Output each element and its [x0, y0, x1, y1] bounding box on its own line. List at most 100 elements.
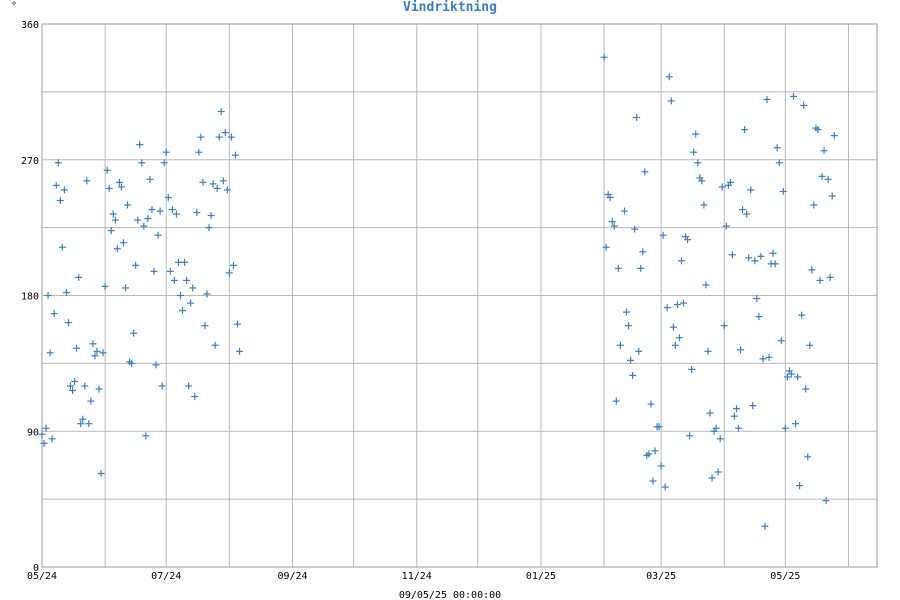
data-point [205, 224, 213, 232]
x-tick-label: 05/25 [770, 571, 800, 582]
data-point [663, 304, 671, 312]
data-point [804, 453, 812, 461]
data-point [56, 196, 64, 204]
data-point [85, 420, 93, 428]
data-point [625, 322, 633, 330]
data-point [790, 92, 797, 100]
data-point [234, 320, 242, 328]
axis-ticks: 0 90 180 270 360 05/24 07/24 09/24 11/24 01/25 03/… [21, 20, 800, 582]
plot-frame [41, 23, 878, 568]
data-point [201, 322, 209, 330]
data-point [69, 387, 77, 395]
data-point [156, 207, 164, 215]
data-point [138, 159, 146, 167]
x-tick-label: 07/24 [151, 571, 181, 582]
data-point [52, 181, 60, 189]
data-point [645, 450, 653, 458]
timestamp-footer: 09/05/25 00:00:00 [399, 590, 501, 600]
data-point [195, 148, 203, 156]
data-point [193, 209, 201, 217]
data-point [136, 141, 144, 149]
data-point [197, 133, 205, 141]
data-point [808, 266, 816, 274]
data-point [708, 474, 716, 482]
data-point [58, 243, 66, 251]
data-point [207, 212, 215, 220]
data-point [44, 292, 52, 299]
data-point [818, 172, 826, 180]
y-tick-label: 270 [21, 156, 39, 167]
data-point [103, 166, 111, 174]
data-point [46, 349, 54, 357]
data-point [602, 243, 610, 251]
data-point [183, 276, 191, 284]
data-point [117, 183, 125, 191]
data-point [737, 346, 745, 354]
data-point [213, 184, 221, 192]
data-point [686, 432, 694, 440]
data-point [229, 261, 237, 269]
data-point [211, 341, 219, 349]
data-point [633, 114, 641, 122]
data-point [608, 218, 616, 226]
data-point [54, 159, 62, 167]
data-point [722, 222, 730, 230]
x-tick-label: 05/24 [27, 571, 57, 582]
data-point [67, 382, 75, 390]
data-point [771, 260, 779, 268]
data-point [763, 95, 771, 103]
data-point [221, 129, 229, 137]
data-point [657, 462, 665, 470]
data-point [659, 231, 667, 239]
data-point [651, 447, 659, 455]
data-point [203, 290, 211, 298]
data-point [191, 393, 199, 401]
data-point [105, 184, 113, 192]
data-point [665, 73, 673, 81]
data-point [140, 222, 148, 230]
data-point [694, 159, 702, 167]
data-point [745, 254, 753, 262]
data-point [671, 341, 679, 349]
data-point [42, 424, 50, 432]
data-point [677, 257, 685, 265]
data-point [71, 377, 79, 385]
data-point [623, 308, 630, 316]
data-point [673, 301, 681, 309]
data-point [134, 216, 142, 224]
x-tick-label: 09/24 [277, 571, 307, 582]
data-point [755, 313, 763, 321]
data-point [690, 148, 698, 156]
grid-lines [41, 23, 878, 568]
data-point [181, 258, 189, 266]
data-point [830, 132, 838, 140]
data-point [176, 292, 184, 299]
data-point [97, 469, 105, 477]
data-point [649, 477, 657, 485]
data-point [802, 385, 810, 393]
data-point [688, 365, 696, 373]
data-point [629, 371, 637, 379]
data-point [728, 251, 736, 259]
data-point [712, 424, 720, 432]
y-tick-label: 360 [21, 20, 39, 31]
data-point [714, 468, 722, 476]
data-point [616, 341, 624, 349]
x-tick-label: 11/24 [402, 571, 432, 582]
data-point [50, 310, 58, 318]
data-point [162, 148, 170, 156]
data-point [726, 178, 734, 186]
data-point [822, 497, 830, 505]
data-point [759, 355, 767, 363]
data-point [667, 97, 675, 105]
data-point [627, 356, 635, 364]
data-point [775, 159, 783, 167]
data-point [107, 227, 115, 235]
data-point [753, 295, 761, 303]
data-point [741, 126, 749, 134]
data-point [743, 210, 751, 218]
data-point [675, 334, 683, 342]
data-point [189, 284, 197, 292]
data-point [199, 178, 207, 186]
y-axis-unit: ° [11, 1, 17, 12]
